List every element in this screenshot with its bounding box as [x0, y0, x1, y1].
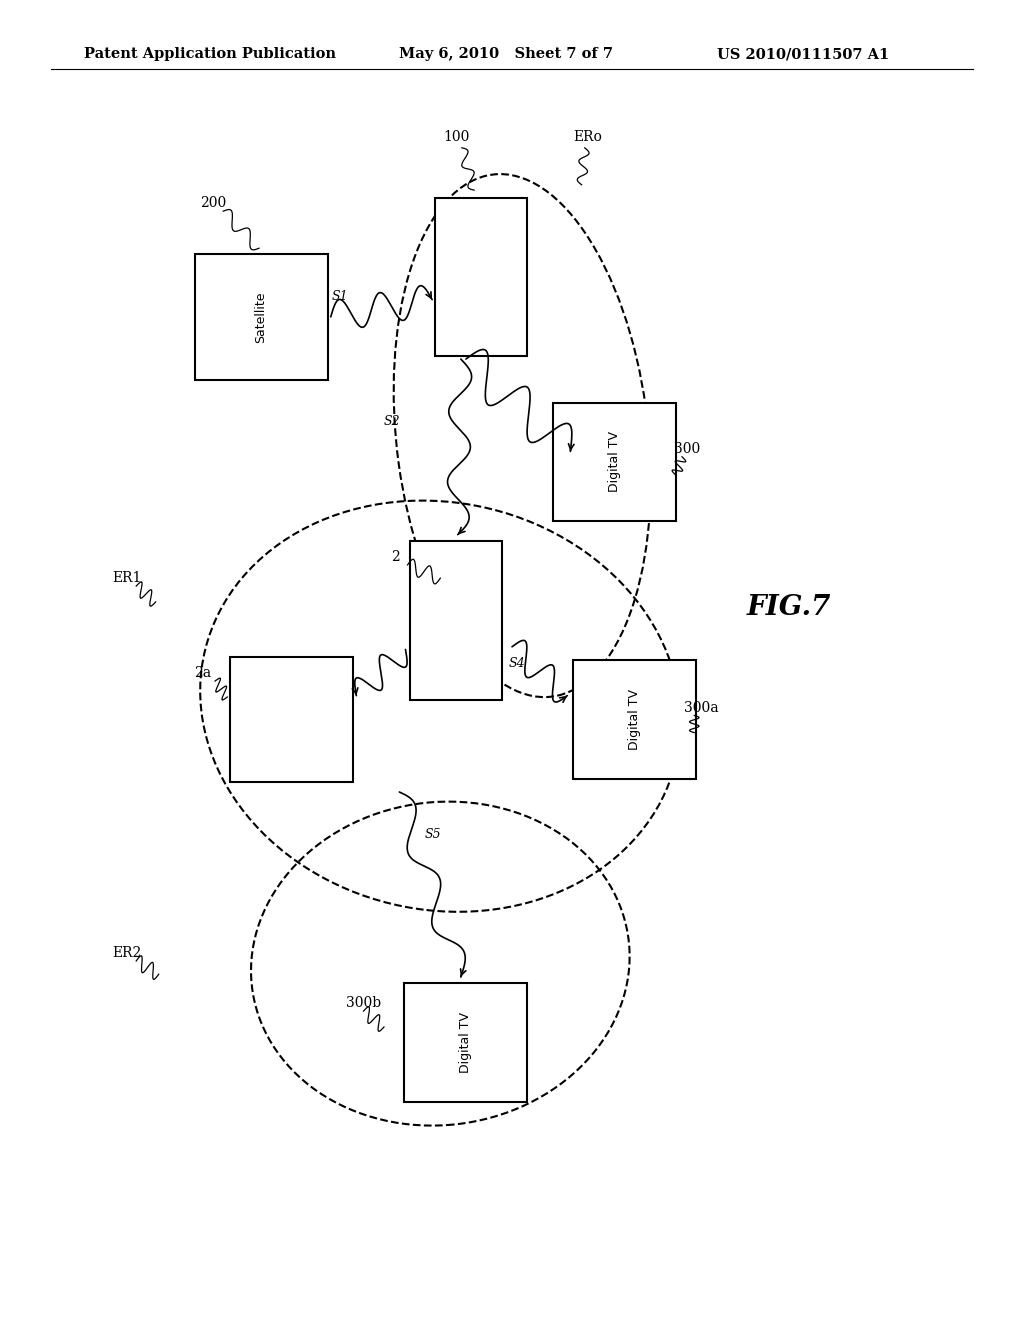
- Bar: [410, 541, 502, 700]
- Text: Digital TV: Digital TV: [629, 689, 641, 750]
- Text: S5: S5: [425, 828, 441, 841]
- Text: ER2: ER2: [113, 946, 142, 960]
- Bar: [553, 403, 676, 521]
- Text: Satellite: Satellite: [255, 290, 267, 343]
- Text: ERo: ERo: [573, 131, 602, 144]
- Text: 200: 200: [200, 197, 226, 210]
- Text: 300: 300: [674, 442, 700, 455]
- Text: US 2010/0111507 A1: US 2010/0111507 A1: [717, 48, 889, 61]
- Text: Digital TV: Digital TV: [608, 432, 621, 492]
- Text: Digital TV: Digital TV: [460, 1012, 472, 1073]
- Bar: [435, 198, 527, 356]
- Text: 2a: 2a: [195, 667, 212, 680]
- Text: S4: S4: [509, 656, 525, 669]
- Text: S2: S2: [384, 414, 400, 428]
- Bar: [404, 983, 527, 1102]
- Text: 100: 100: [443, 131, 470, 144]
- Bar: [230, 656, 353, 781]
- Bar: [195, 255, 328, 380]
- Text: Patent Application Publication: Patent Application Publication: [84, 48, 336, 61]
- Text: 2: 2: [391, 550, 400, 564]
- Text: S1: S1: [332, 289, 348, 302]
- Text: May 6, 2010   Sheet 7 of 7: May 6, 2010 Sheet 7 of 7: [399, 48, 613, 61]
- Text: FIG.7: FIG.7: [746, 594, 830, 620]
- Text: 300a: 300a: [684, 701, 719, 714]
- Text: ER1: ER1: [113, 572, 142, 585]
- Bar: [573, 660, 696, 779]
- Text: 300b: 300b: [346, 997, 381, 1010]
